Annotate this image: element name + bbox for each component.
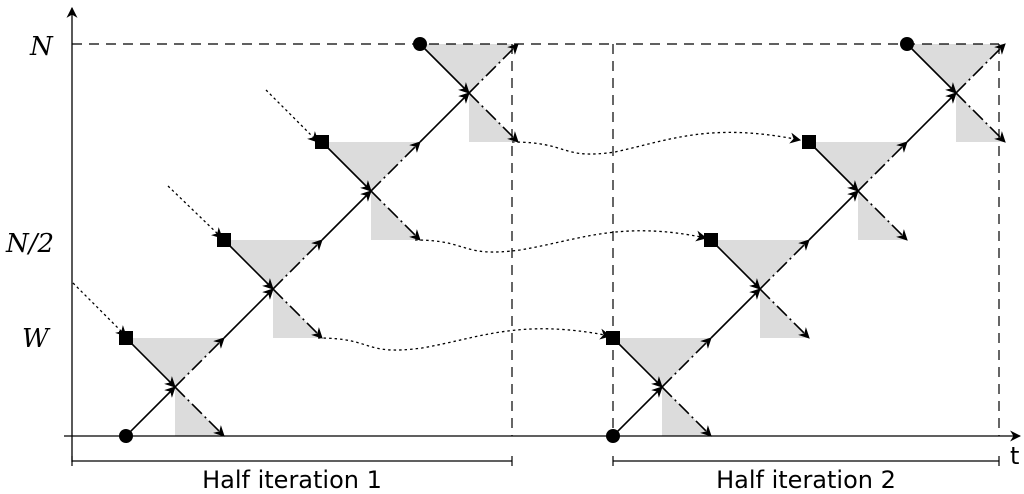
ascend-dashdot-1-2 (370, 141, 421, 192)
descend-dashdot-1-3 (468, 92, 519, 143)
descend-solid-1-2 (321, 141, 372, 192)
start-circle-2 (606, 429, 620, 443)
descend-solid-2-1 (710, 239, 761, 290)
shade-upper-2-0 (613, 338, 711, 387)
descend-dashdot-1-1 (272, 288, 323, 339)
shade-upper-2-3 (907, 44, 1005, 93)
ascend-solid-2-2 (808, 190, 859, 241)
descend-solid-1-0 (125, 337, 176, 388)
input-square-2-0 (606, 331, 620, 345)
transfer-curve-low (317, 328, 612, 351)
shade-upper-1-0 (126, 338, 224, 387)
ascend-dashdot-1-0 (174, 337, 225, 388)
descend-solid-2-2 (808, 141, 859, 192)
ascend-solid-2-0 (612, 386, 663, 437)
x-axis-label: t (1010, 442, 1019, 470)
descend-dashdot-1-0 (174, 386, 225, 437)
input-square-2-2 (802, 135, 816, 149)
y-tick-label-n: N (29, 32, 54, 62)
transfer-curve-top (511, 131, 802, 155)
flow-arrows (125, 43, 1006, 437)
transfer-curve-middle (414, 230, 708, 253)
shade-upper-2-1 (711, 240, 809, 289)
y-tick-label-n-half: N/2 (5, 229, 54, 259)
input-square-1-0 (119, 331, 133, 345)
descend-dashdot-2-1 (759, 288, 810, 339)
caption-half-iteration-2: Half iteration 2 (716, 466, 896, 494)
ascend-dashdot-2-3 (955, 43, 1006, 94)
ascend-solid-1-1 (223, 288, 274, 339)
shade-upper-2-2 (809, 142, 907, 191)
descend-solid-1-1 (223, 239, 274, 290)
ascend-dashdot-1-1 (272, 239, 323, 290)
descend-solid-1-3 (419, 43, 470, 94)
descend-dashdot-2-2 (857, 190, 908, 241)
y-tick-label-w: W (22, 324, 51, 354)
caption-half-iteration-1: Half iteration 1 (202, 466, 382, 494)
caption-brackets (71, 456, 1000, 466)
ascend-solid-2-3 (906, 92, 957, 143)
incoming-arrow-middle (167, 185, 223, 239)
ascend-solid-1-3 (419, 92, 470, 143)
descend-dashdot-2-3 (955, 92, 1006, 143)
guide-lines (72, 43, 1000, 436)
incoming-arrow-low (72, 282, 127, 337)
shade-upper-1-1 (224, 240, 322, 289)
descend-dashdot-2-0 (661, 386, 712, 437)
ascend-dashdot-1-3 (468, 43, 519, 94)
ascend-dashdot-2-2 (857, 141, 908, 192)
transfer-curves (72, 89, 802, 351)
shade-upper-1-3 (420, 44, 518, 93)
ascend-solid-2-1 (710, 288, 761, 339)
input-square-1-2 (315, 135, 329, 149)
descend-dashdot-1-2 (370, 190, 421, 241)
input-square-2-1 (704, 233, 718, 247)
descend-solid-2-0 (612, 337, 663, 388)
start-circle-1 (119, 429, 133, 443)
shaded-regions (126, 44, 1005, 436)
ascend-dashdot-2-1 (759, 239, 810, 290)
ascend-solid-1-0 (125, 386, 176, 437)
top-circle-1 (413, 37, 427, 51)
shade-upper-1-2 (322, 142, 420, 191)
descend-solid-2-3 (906, 43, 957, 94)
top-circle-2 (900, 37, 914, 51)
incoming-arrow-top (265, 89, 319, 143)
ascend-solid-1-2 (321, 190, 372, 241)
node-markers (119, 37, 914, 443)
input-square-1-1 (217, 233, 231, 247)
ascend-dashdot-2-0 (661, 337, 712, 388)
